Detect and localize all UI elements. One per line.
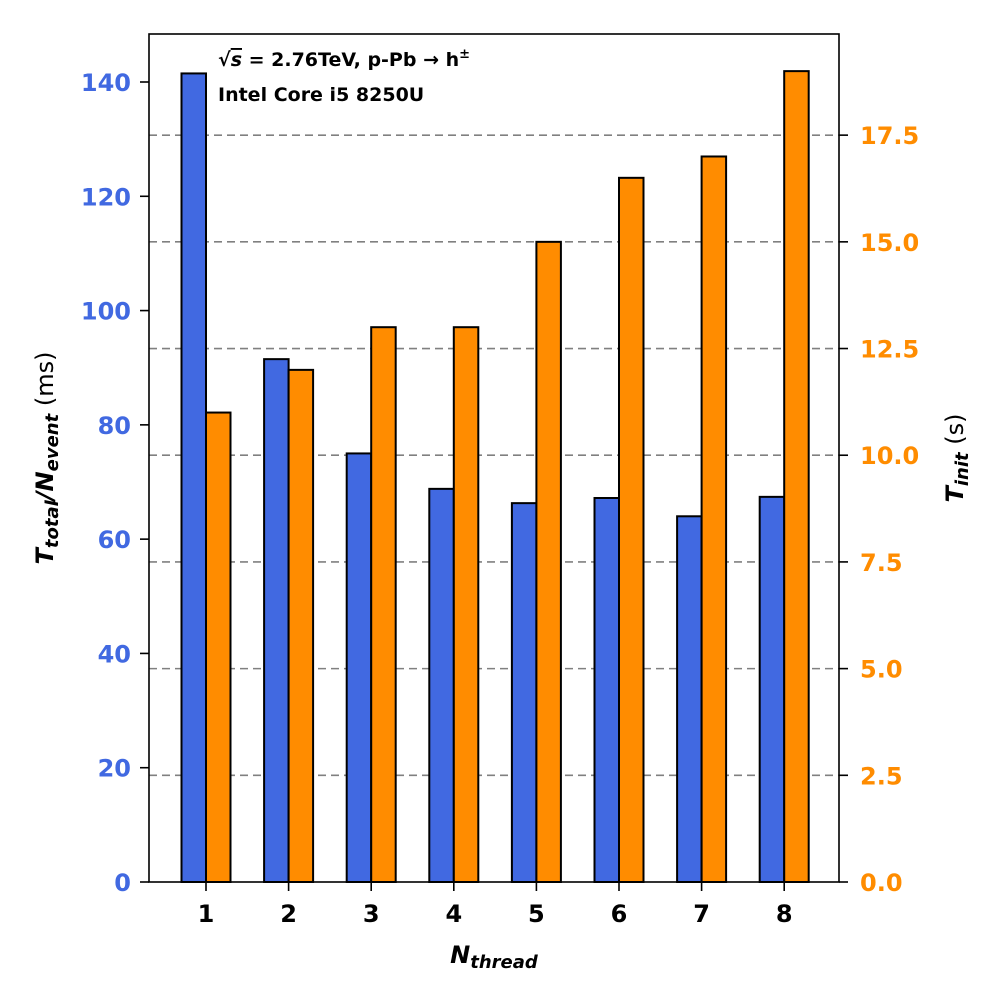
- bar-init-time: [700, 155, 728, 884]
- annotation-energy: √s = 2.76TeV, p-Pb → h±: [218, 47, 470, 71]
- tick-label-left: 140: [81, 69, 131, 97]
- bar-init-time: [618, 176, 645, 883]
- tick-label-right: 12.5: [860, 336, 919, 364]
- bar-init-time: [535, 240, 562, 884]
- bar-total-per-event: [510, 502, 538, 883]
- tick-label-left: 120: [81, 183, 131, 211]
- tick-label-x: 3: [363, 900, 380, 928]
- bar-total-per-event: [345, 452, 373, 883]
- tick-label-right: 5.0: [860, 656, 903, 684]
- bar-total-per-event: [593, 497, 620, 883]
- tick-label-right: 15.0: [860, 229, 919, 257]
- tick-label-left: 40: [98, 640, 131, 668]
- tick-label-left: 100: [81, 298, 131, 326]
- bar-total-per-event: [180, 72, 207, 883]
- plot-frame: [148, 33, 840, 883]
- tick-label-x: 7: [693, 900, 710, 928]
- tick-label-left: 60: [98, 526, 131, 554]
- ticks: 0204060801001201400.02.55.07.510.012.515…: [81, 69, 919, 928]
- x-axis-title: Nthread: [450, 941, 539, 973]
- tick-label-left: 80: [98, 412, 131, 440]
- bar-init-time: [287, 368, 315, 883]
- bar-init-time: [205, 411, 232, 883]
- bar-init-time: [783, 70, 810, 884]
- tick-label-x: 5: [528, 900, 545, 928]
- bar-total-per-event: [428, 487, 455, 883]
- tick-label-x: 6: [611, 900, 628, 928]
- tick-label-x: 1: [198, 900, 215, 928]
- tick-label-left: 0: [114, 869, 131, 897]
- bar-init-time: [452, 326, 480, 883]
- bar-total-per-event: [676, 515, 703, 883]
- tick-label-right: 17.5: [860, 122, 919, 150]
- bar-init-time: [370, 326, 397, 883]
- bar-total-per-event: [758, 495, 786, 883]
- y-axis-right-title: Tinit (s): [941, 414, 973, 503]
- tick-label-right: 0.0: [860, 869, 903, 897]
- annotation-cpu: Intel Core i5 8250U: [218, 84, 424, 106]
- tick-label-x: 2: [280, 900, 297, 928]
- tick-label-right: 2.5: [860, 762, 903, 790]
- tick-label-right: 7.5: [860, 549, 903, 577]
- tick-label-right: 10.0: [860, 442, 919, 470]
- bars: [180, 70, 810, 884]
- tick-label-x: 4: [445, 900, 462, 928]
- y-axis-left-title: Ttotal/Nevent (ms): [31, 352, 63, 565]
- tick-label-x: 8: [776, 900, 793, 928]
- tick-label-left: 20: [98, 755, 131, 783]
- bar-total-per-event: [263, 358, 290, 883]
